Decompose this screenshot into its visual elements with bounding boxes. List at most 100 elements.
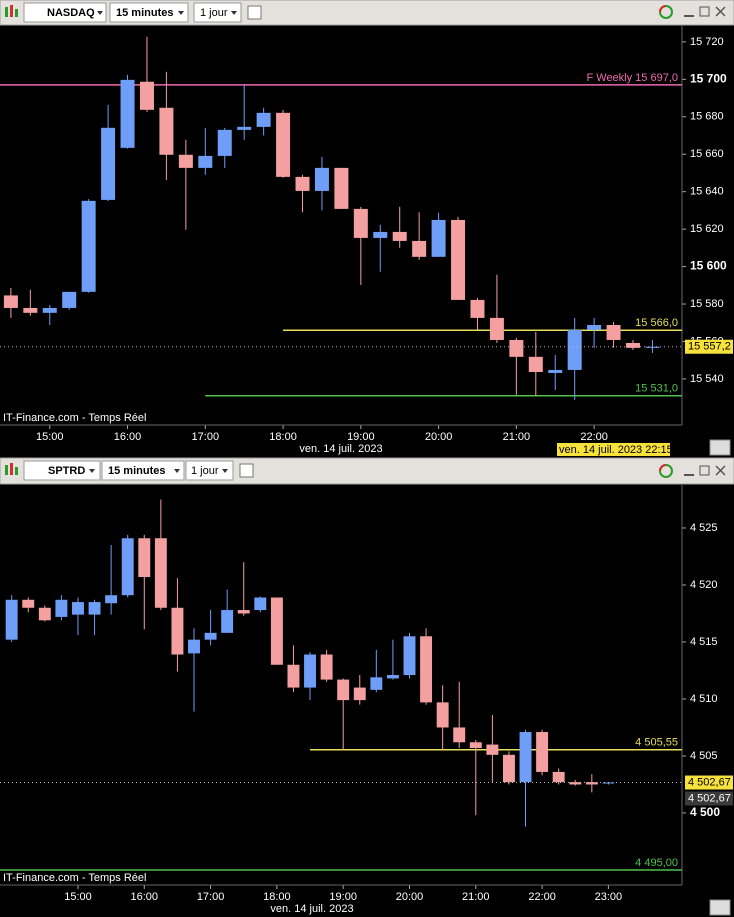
level-label: F Weekly 15 697,0 (586, 72, 678, 84)
y-tick-label: 4 525 (690, 522, 718, 534)
x-tick-label: 15:00 (36, 431, 64, 443)
x-tick-label: 17:00 (197, 891, 225, 903)
price-box-label: 4 502,67 (688, 776, 731, 788)
range-dropdown[interactable] (193, 2, 242, 23)
y-tick-label: 15 580 (690, 298, 724, 310)
candle-body (22, 599, 35, 608)
candle-body (23, 307, 38, 313)
price-box (685, 775, 733, 790)
interval: 15 minutes (116, 7, 173, 19)
candle-body (420, 636, 433, 703)
y-tick-label: 15 620 (690, 223, 724, 235)
candle-body (585, 782, 598, 785)
close-button[interactable] (715, 6, 726, 17)
symbol-dropdown[interactable] (23, 460, 101, 481)
y-tick-label: 15 700 (690, 71, 727, 85)
cursor-label: ven. 14 juil. 2023 22:15 (559, 444, 673, 456)
x-tick-label: 16:00 (114, 431, 142, 443)
x-tick-label: 21:00 (503, 431, 531, 443)
interval-dropdown[interactable] (101, 460, 185, 481)
app-icon (5, 5, 18, 17)
chart-settings-button[interactable] (709, 899, 731, 916)
x-tick-label: 23:00 (595, 891, 623, 903)
candle-body (469, 742, 482, 748)
toolbar: NASDAQ 15 minutes 1 jour (0, 0, 734, 26)
chart-settings-button[interactable] (709, 439, 731, 456)
dropdown-arrow (97, 11, 103, 15)
candle-body (587, 325, 602, 330)
candle-body (3, 295, 18, 308)
candle-body (486, 744, 499, 755)
x-tick-label: 21:00 (462, 891, 490, 903)
candle-body (412, 240, 427, 257)
candle-body (431, 219, 446, 257)
x-tick-label: 16:00 (131, 891, 159, 903)
candle-body (548, 369, 563, 373)
toolbar: SPTRD 15 minutes 1 jour (0, 457, 734, 485)
range-dropdown[interactable] (185, 460, 234, 481)
candle-body (373, 231, 388, 238)
candle-body (42, 307, 57, 313)
dropdown-arrow (89, 469, 95, 473)
symbol: SPTRD (48, 465, 85, 477)
candle-body (121, 538, 134, 596)
candle-body (139, 81, 154, 110)
candle-body (567, 329, 582, 370)
candle-body (120, 79, 135, 148)
maximize-button[interactable] (699, 6, 710, 17)
interval-dropdown[interactable] (109, 2, 189, 23)
candle-body (72, 602, 84, 615)
range: 1 jour (191, 465, 219, 477)
app-icon (5, 463, 18, 475)
candle-body (320, 654, 333, 680)
candle-body (256, 112, 271, 127)
info-button[interactable] (247, 5, 262, 20)
level-label: 15 531,0 (635, 383, 678, 395)
candle-body (295, 176, 310, 191)
candle-body (254, 597, 267, 611)
y-tick-label: 15 540 (690, 373, 724, 385)
candle-body (353, 208, 368, 238)
candle-body (101, 127, 116, 200)
candle-body (519, 732, 532, 783)
candle-body (105, 595, 118, 604)
price-box-label: 4 502,67 (688, 792, 731, 804)
source-label: IT-Finance.com - Temps Réel (3, 412, 146, 424)
level-label: 4 505,55 (635, 737, 678, 749)
y-tick-label: 15 600 (690, 259, 727, 273)
close-button[interactable] (715, 465, 726, 476)
candle-body (88, 602, 101, 615)
refresh-button[interactable] (659, 464, 673, 478)
candle-body (171, 607, 184, 655)
date-label: ven. 14 juil. 2023 (299, 443, 382, 455)
candle-body (451, 219, 466, 300)
refresh-button[interactable] (659, 5, 673, 19)
candle-body (270, 597, 283, 665)
candle-body (392, 231, 407, 241)
maximize-button[interactable] (699, 465, 710, 476)
candle-body (138, 538, 151, 577)
candle-body (353, 687, 366, 701)
candle-body (386, 675, 399, 679)
candle-body (314, 167, 329, 191)
source-label: IT-Finance.com - Temps Réel (3, 872, 146, 884)
x-tick-label: 19:00 (329, 891, 357, 903)
candle-body (198, 155, 213, 168)
cursor-box (557, 443, 670, 456)
candle-body (287, 664, 300, 688)
candle-body (536, 732, 549, 772)
y-tick-label: 15 640 (690, 186, 724, 198)
date-label: ven. 14 juil. 2023 (270, 903, 353, 915)
y-tick-label: 15 720 (690, 36, 724, 48)
x-tick-label: 19:00 (347, 431, 375, 443)
candle-body (237, 610, 250, 614)
x-tick-label: 18:00 (263, 891, 291, 903)
y-tick-label: 4 505 (690, 750, 718, 762)
info-button[interactable] (239, 463, 254, 478)
candle-body (334, 167, 349, 209)
candle-body (154, 538, 167, 608)
x-tick-label: 20:00 (425, 431, 453, 443)
symbol-dropdown[interactable] (23, 2, 107, 23)
